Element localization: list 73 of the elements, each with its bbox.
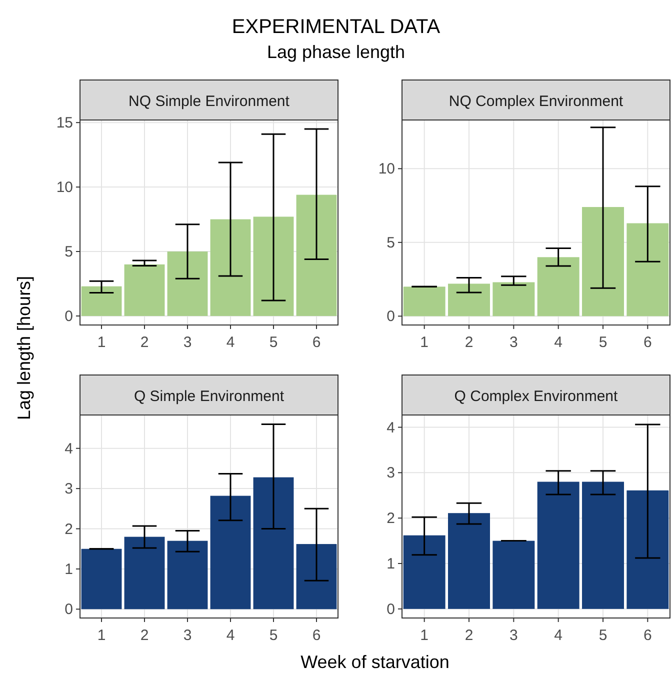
y-tick-label: 0	[386, 600, 395, 618]
y-tick-label: 10	[378, 160, 395, 178]
x-tick-label: 3	[183, 334, 192, 351]
bar	[167, 540, 208, 610]
bar	[210, 496, 251, 610]
x-tick-label: 6	[312, 627, 321, 644]
chart-title: Q Simple Environment	[134, 388, 285, 405]
x-tick-label: 5	[598, 334, 608, 351]
bar	[492, 540, 535, 609]
x-tick-label: 1	[97, 627, 106, 644]
x-tick-label: 6	[312, 334, 321, 351]
x-tick-label: 5	[269, 334, 278, 351]
x-tick-label: 2	[464, 334, 474, 351]
y-tick-label: 3	[64, 480, 73, 498]
y-tick-label: 0	[386, 308, 395, 326]
chart-title: NQ Simple Environment	[128, 93, 290, 110]
x-tick-label: 3	[509, 334, 518, 351]
bar	[582, 207, 624, 316]
bar	[448, 513, 490, 609]
bar	[167, 252, 208, 316]
x-tick-label: 6	[643, 627, 652, 644]
y-tick-label: 0	[64, 308, 73, 325]
bar	[253, 477, 294, 610]
bar	[626, 490, 669, 609]
x-tick-label: 4	[554, 627, 563, 644]
y-tick-label: 2	[386, 510, 395, 528]
bar	[448, 284, 490, 316]
bar	[492, 282, 535, 316]
x-tick-label: 4	[226, 627, 235, 644]
bar	[296, 194, 337, 316]
y-tick-label: 5	[386, 234, 395, 252]
x-tick-label: 2	[140, 334, 149, 351]
x-tick-label: 1	[97, 334, 106, 351]
text: Week of starvation	[300, 652, 450, 672]
x-tick-label: 2	[464, 627, 474, 644]
bar	[582, 482, 624, 609]
y-tick-label: 4	[64, 440, 73, 458]
chart-title: NQ Complex Environment	[448, 93, 624, 110]
y-tick-label: 15	[56, 114, 73, 132]
x-tick-label: 1	[420, 627, 429, 644]
text: EXPERIMENTAL DATA	[232, 16, 441, 38]
y-tick-label: 2	[64, 520, 73, 538]
y-tick-label: 10	[56, 179, 73, 196]
bar	[403, 286, 446, 316]
text: Lag phase length	[266, 42, 406, 62]
y-tick-label: 5	[64, 244, 73, 261]
bar	[626, 223, 669, 316]
y-tick-label: 4	[386, 419, 395, 436]
x-tick-label: 5	[269, 627, 278, 644]
x-tick-label: 5	[598, 627, 608, 644]
bar	[537, 257, 580, 316]
bar	[124, 536, 165, 610]
bar	[403, 535, 446, 609]
x-tick-label: 3	[183, 627, 192, 644]
x-tick-label: 3	[509, 627, 518, 644]
x-tick-label: 4	[554, 334, 563, 351]
x-tick-label: 1	[420, 334, 429, 351]
bar	[81, 548, 122, 610]
y-tick-label: 1	[386, 556, 395, 573]
x-tick-label: 4	[226, 334, 235, 351]
bar	[124, 264, 165, 316]
chart-title: Q Complex Environment	[454, 388, 619, 405]
y-tick-label: 1	[64, 560, 73, 578]
bar	[81, 286, 122, 316]
bar	[210, 219, 251, 316]
x-tick-label: 2	[140, 627, 149, 644]
y-tick-label: 0	[64, 601, 73, 618]
bar	[537, 482, 580, 609]
x-tick-label: 6	[643, 334, 652, 351]
y-tick-label: 3	[386, 464, 395, 482]
text: Lag length [hours]	[14, 276, 34, 420]
bar	[296, 544, 337, 610]
bar	[253, 216, 294, 316]
